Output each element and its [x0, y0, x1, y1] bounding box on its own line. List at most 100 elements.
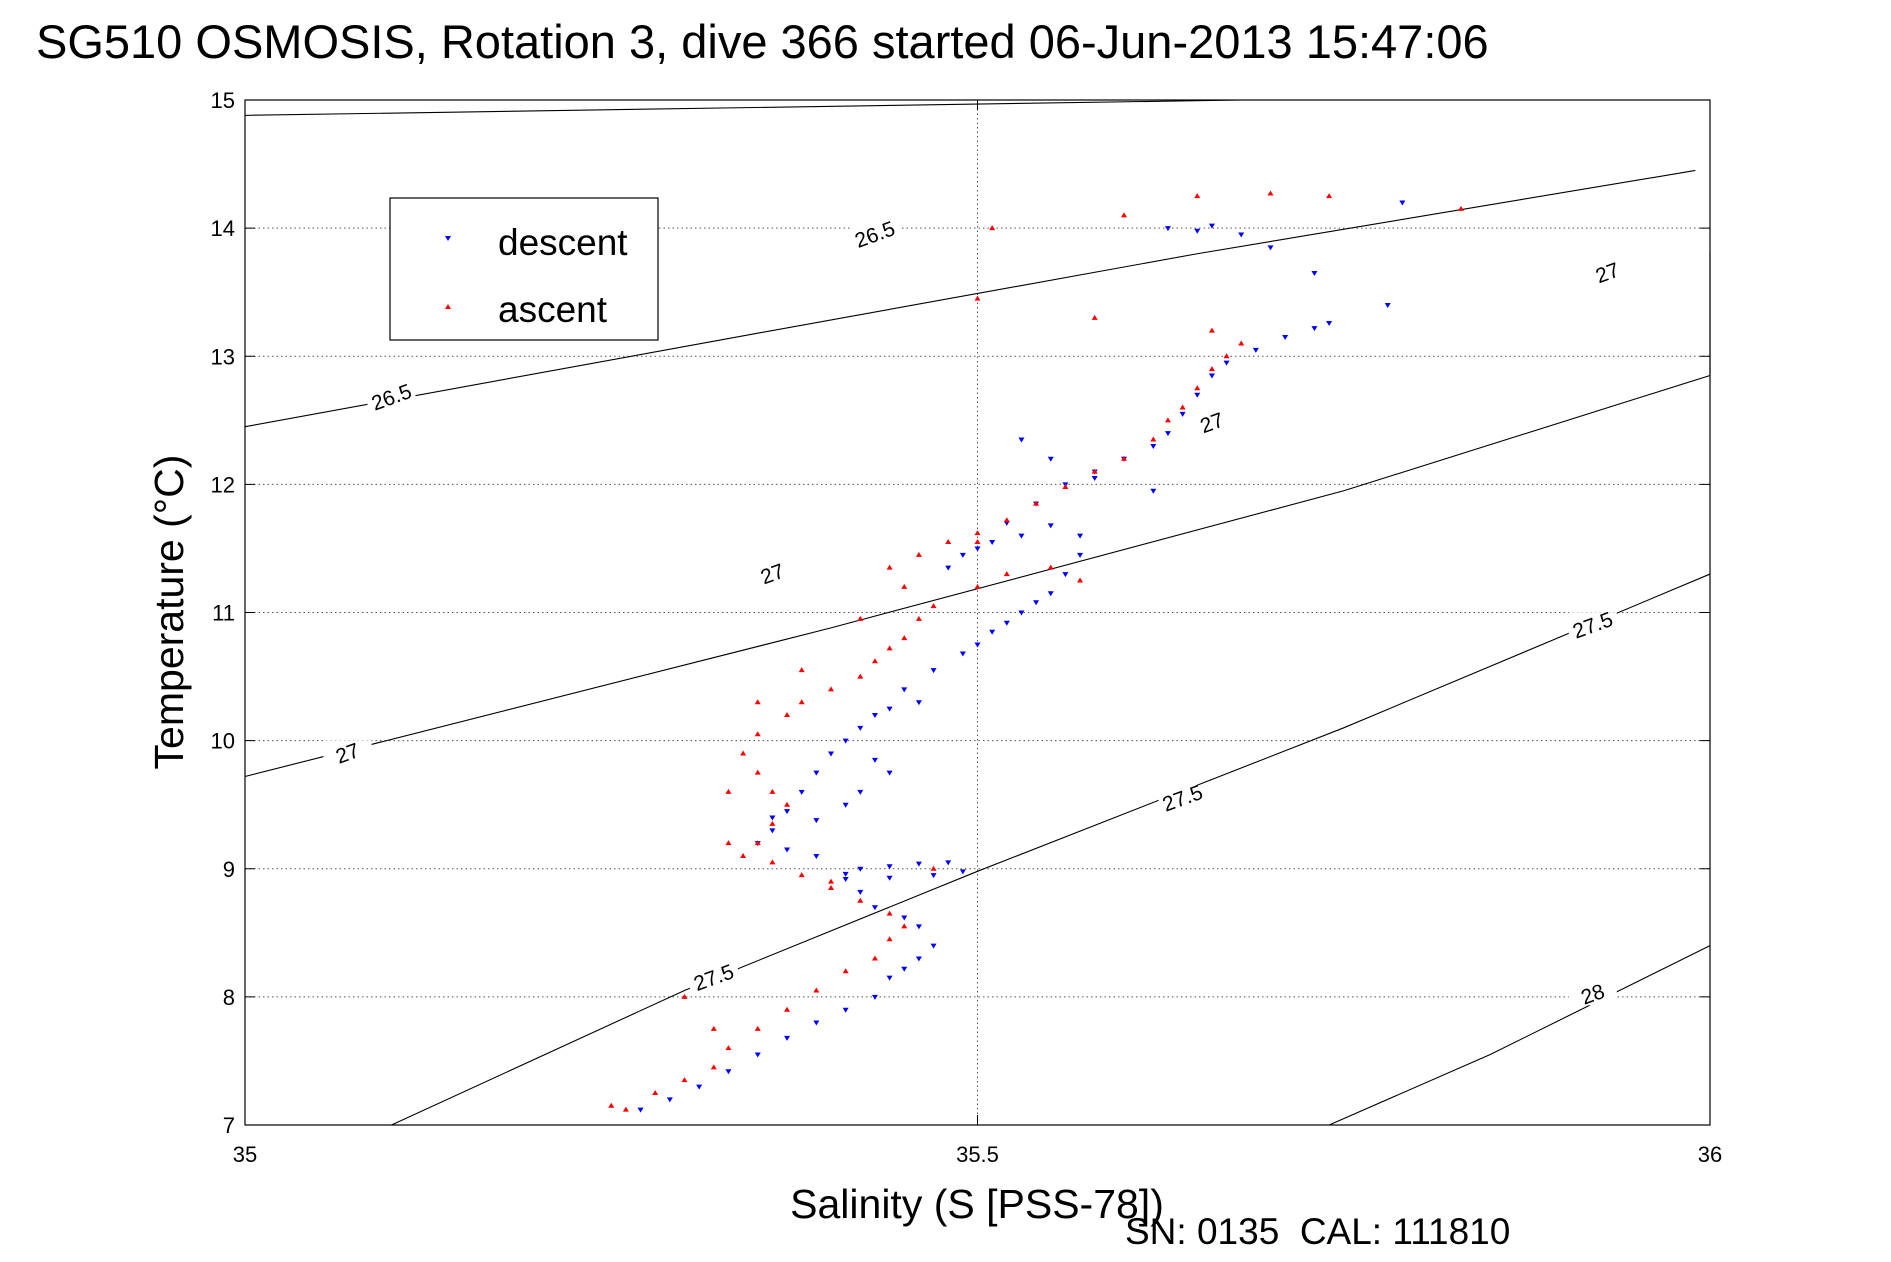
- point-descent: [1077, 552, 1084, 558]
- point-ascent: [798, 699, 805, 705]
- isopycnal-label-bg: [850, 221, 899, 246]
- point-descent: [1018, 437, 1025, 443]
- point-descent: [1384, 303, 1391, 308]
- point-ascent: [871, 658, 878, 664]
- point-descent: [857, 789, 864, 795]
- point-descent: [945, 565, 952, 571]
- point-descent: [915, 700, 922, 706]
- point-ascent: [784, 712, 791, 717]
- point-descent: [754, 1052, 761, 1058]
- point-ascent: [1457, 205, 1464, 211]
- isopycnal-label-bg: [689, 964, 738, 989]
- point-descent: [784, 1035, 791, 1041]
- isopycnal-label-bg: [367, 384, 416, 409]
- isopycnal-label-bg: [1158, 785, 1207, 810]
- point-descent: [974, 642, 981, 648]
- point-ascent: [725, 788, 732, 794]
- point-ascent: [754, 1025, 761, 1031]
- point-ascent: [681, 993, 688, 999]
- point-descent: [886, 875, 893, 881]
- y-tick-label: 15: [211, 88, 235, 113]
- point-descent: [915, 861, 922, 867]
- point-descent: [1282, 335, 1289, 341]
- isopycnal-label-bg: [1187, 409, 1236, 434]
- point-descent: [1047, 456, 1054, 462]
- point-ascent: [842, 968, 849, 974]
- point-descent: [915, 956, 922, 962]
- point-descent: [1267, 245, 1274, 251]
- point-ascent: [1194, 193, 1201, 199]
- point-descent: [769, 828, 776, 834]
- point-descent: [1047, 591, 1054, 597]
- point-descent: [930, 873, 937, 879]
- point-ascent: [857, 897, 864, 903]
- point-descent: [886, 864, 893, 870]
- legend-box: [389, 197, 659, 341]
- data-points: [608, 190, 1464, 1113]
- point-descent: [842, 738, 849, 744]
- point-descent: [637, 1107, 644, 1113]
- point-descent: [1326, 320, 1333, 326]
- point-descent: [1003, 620, 1010, 626]
- isopycnal-label-bg: [1583, 259, 1632, 284]
- x-tick-label: 35: [233, 1142, 257, 1167]
- point-ascent: [1062, 483, 1069, 489]
- point-ascent: [1003, 517, 1010, 523]
- legend-marker-descent: [445, 236, 451, 241]
- isopycnal-line: [391, 573, 1711, 1126]
- x-axis-label: Salinity (S [PSS-78]): [790, 1181, 1164, 1227]
- point-descent: [901, 966, 908, 972]
- point-ascent: [1208, 366, 1215, 372]
- point-descent: [842, 871, 849, 877]
- point-ascent: [930, 603, 937, 609]
- point-ascent: [886, 645, 893, 651]
- point-ascent: [886, 910, 893, 916]
- x-tick-label: 36: [1698, 1142, 1722, 1167]
- point-descent: [901, 687, 908, 693]
- point-descent: [1311, 326, 1318, 332]
- point-ascent: [974, 295, 981, 301]
- point-ascent: [769, 820, 776, 826]
- chart-title: SG510 OSMOSIS, Rotation 3, dive 366 star…: [36, 15, 1489, 68]
- point-ascent: [681, 1077, 688, 1083]
- isopycnal-label-bg: [1568, 612, 1617, 637]
- point-descent: [1018, 610, 1025, 616]
- point-descent: [666, 1097, 673, 1103]
- point-descent: [1311, 270, 1318, 276]
- point-descent: [725, 1069, 732, 1075]
- point-descent: [842, 1007, 849, 1013]
- point-descent: [828, 751, 834, 757]
- point-ascent: [784, 801, 791, 807]
- point-ascent: [710, 1064, 717, 1070]
- point-descent: [1018, 533, 1025, 539]
- point-ascent: [886, 564, 893, 570]
- point-descent: [974, 546, 981, 552]
- point-ascent: [798, 872, 805, 878]
- point-descent: [1208, 373, 1215, 379]
- point-ascent: [725, 1045, 732, 1051]
- y-tick-label: 8: [223, 985, 235, 1010]
- point-descent: [930, 943, 937, 949]
- point-descent: [1208, 223, 1215, 229]
- point-descent: [886, 975, 893, 981]
- point-descent: [813, 770, 820, 776]
- y-axis-label: Temperature (°C): [146, 455, 192, 770]
- point-ascent: [1150, 436, 1157, 442]
- point-ascent: [857, 673, 864, 679]
- point-ascent: [769, 788, 776, 794]
- point-ascent: [740, 750, 747, 756]
- point-descent: [857, 889, 864, 895]
- point-ascent: [974, 539, 981, 545]
- legend-label-descent: descent: [498, 222, 628, 263]
- point-ascent: [1326, 193, 1333, 199]
- axis-ticks: 35 35.5 36 7 8 9 10 11 12 13 14 15: [211, 88, 1723, 1167]
- point-ascent: [1121, 455, 1127, 461]
- point-ascent: [754, 731, 761, 737]
- isopycnal-label-bg: [323, 740, 372, 765]
- point-ascent: [798, 667, 805, 673]
- y-tick-label: 11: [212, 601, 235, 626]
- point-ascent: [1179, 404, 1186, 410]
- point-ascent: [1121, 212, 1127, 218]
